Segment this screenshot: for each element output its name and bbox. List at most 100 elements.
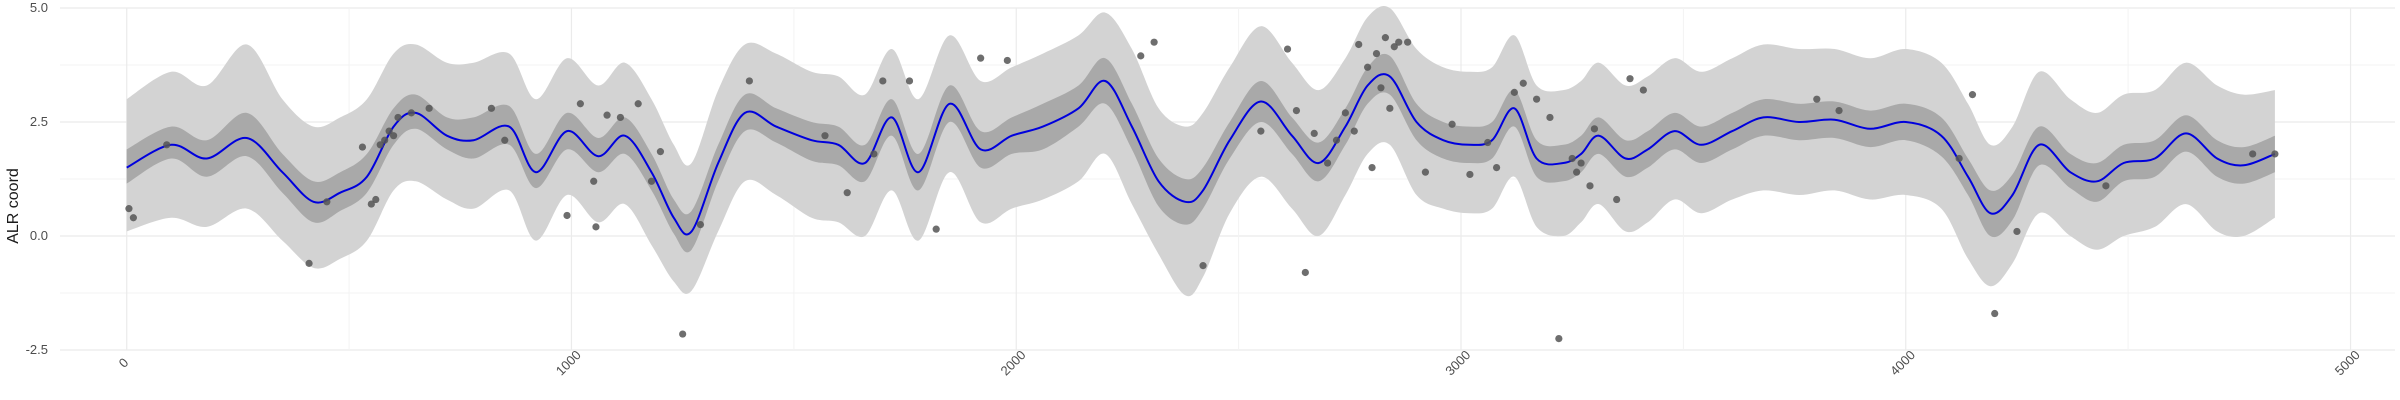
- data-point: [487, 104, 496, 112]
- data-point: [1150, 38, 1158, 46]
- data-point: [2102, 182, 2110, 190]
- y-tick-labels: -2.5 0.0 2.5 5.0: [26, 0, 48, 357]
- y-tick-label: 5.0: [30, 0, 48, 15]
- data-point: [323, 198, 331, 206]
- data-point: [1639, 86, 1647, 94]
- inner-band: [126, 53, 2275, 253]
- data-point: [389, 132, 398, 140]
- data-point: [1555, 335, 1563, 343]
- data-point: [1484, 138, 1492, 147]
- data-point: [1377, 84, 1385, 92]
- data-point: [1390, 43, 1398, 51]
- data-point: [1341, 109, 1349, 117]
- data-point: [1404, 38, 1412, 46]
- data-point: [1372, 50, 1381, 58]
- x-tick-label: 0: [116, 355, 132, 371]
- data-point: [376, 141, 384, 149]
- data-point: [1137, 52, 1145, 60]
- data-point: [977, 54, 985, 62]
- data-point: [1421, 168, 1430, 176]
- data-point: [821, 132, 829, 140]
- data-point: [1386, 104, 1394, 112]
- x-tick-label: 5000: [2332, 347, 2363, 378]
- data-point: [1835, 107, 1843, 115]
- data-point: [1586, 182, 1594, 190]
- data-point: [1199, 262, 1207, 270]
- data-point: [1395, 38, 1403, 46]
- data-point: [1613, 195, 1621, 204]
- x-tick-labels: 0 1000 2000 3000 4000 5000: [116, 347, 2363, 378]
- data-point: [1626, 75, 1634, 83]
- data-point: [1448, 120, 1456, 128]
- data-point: [1573, 168, 1581, 176]
- data-point: [2013, 227, 2021, 236]
- data-point: [1955, 154, 1963, 163]
- y-tick-label: 2.5: [30, 114, 48, 129]
- data-point: [696, 221, 705, 229]
- data-point: [394, 113, 402, 122]
- data-point: [1364, 63, 1372, 71]
- data-point: [1568, 154, 1576, 163]
- x-tick-label: 4000: [1887, 347, 1918, 378]
- data-point: [679, 330, 687, 338]
- data-point: [1381, 34, 1389, 42]
- data-point: [1577, 159, 1585, 167]
- outer-band: [126, 6, 2275, 297]
- data-point: [603, 111, 611, 119]
- data-point: [385, 127, 393, 135]
- data-point: [843, 189, 851, 197]
- y-tick-label: 0.0: [30, 228, 48, 243]
- y-tick-label: -2.5: [26, 342, 48, 357]
- data-point: [656, 148, 665, 156]
- data-point: [125, 205, 133, 213]
- data-point: [1301, 268, 1309, 277]
- data-point: [2271, 150, 2279, 158]
- data-point: [1991, 309, 1999, 318]
- observations: [125, 34, 2279, 343]
- data-point: [1510, 88, 1518, 96]
- data-point: [1968, 91, 1977, 99]
- x-tick-label: 2000: [998, 347, 1029, 378]
- data-point: [367, 200, 375, 208]
- x-tick-label: 3000: [1442, 347, 1473, 378]
- data-point: [576, 100, 584, 108]
- data-point: [1813, 95, 1821, 103]
- data-point: [501, 136, 509, 144]
- data-point: [358, 143, 367, 151]
- data-point: [1332, 136, 1341, 144]
- data-point: [1310, 129, 1318, 137]
- data-point: [129, 214, 137, 222]
- data-point: [1292, 107, 1301, 115]
- data-point: [1257, 127, 1265, 135]
- data-point: [1519, 79, 1527, 87]
- data-point: [745, 77, 753, 85]
- data-point: [1533, 95, 1541, 103]
- data-point: [425, 104, 433, 112]
- data-point: [1323, 159, 1332, 167]
- data-point: [1546, 113, 1554, 122]
- data-point: [1355, 40, 1363, 49]
- data-point: [647, 177, 656, 185]
- data-point: [1283, 45, 1292, 53]
- data-point: [1003, 56, 1011, 65]
- data-point: [2249, 150, 2257, 158]
- data-point: [634, 100, 642, 108]
- y-axis-title: ALR coord: [5, 168, 22, 244]
- x-tick-label: 1000: [553, 347, 584, 378]
- data-point: [1350, 127, 1358, 135]
- data-point: [870, 150, 878, 158]
- data-point: [372, 195, 380, 204]
- data-point: [407, 109, 415, 117]
- data-point: [381, 136, 389, 144]
- data-point: [905, 77, 914, 85]
- mean-line: [126, 73, 2276, 236]
- data-point: [1492, 164, 1501, 172]
- data-point: [879, 77, 887, 85]
- data-point: [616, 113, 625, 122]
- data-point: [563, 211, 571, 220]
- data-point: [590, 177, 598, 185]
- data-point: [1368, 164, 1376, 172]
- data-point: [163, 141, 171, 149]
- data-point: [932, 225, 940, 233]
